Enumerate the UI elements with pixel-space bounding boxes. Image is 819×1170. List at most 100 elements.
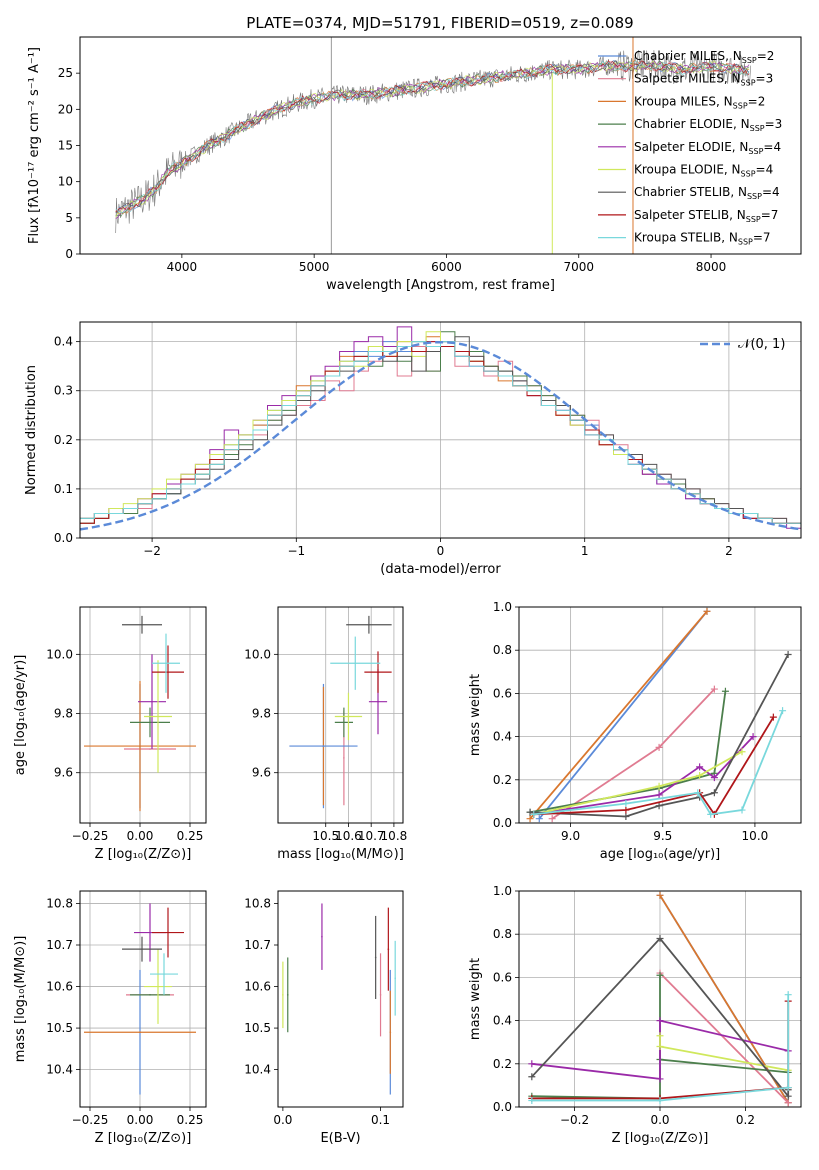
y-tick-label: 15: [58, 139, 73, 153]
series-line: [530, 654, 789, 818]
data-point: [286, 994, 289, 996]
x-tick-label: −0.2: [560, 1113, 589, 1127]
data-point-marker: [784, 991, 792, 999]
x-tick-label: 0.00: [127, 829, 154, 843]
series-line: [538, 610, 708, 820]
legend-label: Chabrier MILES, NSSP=2: [634, 49, 774, 65]
data-point-marker: [710, 774, 718, 782]
y-tick-label: 1.0: [493, 600, 512, 614]
y-tick-label: 10.7: [244, 938, 271, 952]
y-tick-label: 0.4: [54, 335, 73, 349]
x-tick-label: −1: [287, 544, 305, 558]
panel-8: −0.2 0.0 0.2 0.0 0.2 0.4 0.6 0.8 1.0 Z [log₁₀(Z/Z…: [468, 884, 802, 1146]
x-tick-label: 0.25: [177, 829, 204, 843]
x-axis-label: age [log₁₀(age/yr)]: [600, 847, 721, 862]
y-tick-label: 10.5: [244, 1021, 271, 1035]
data-point: [149, 748, 151, 750]
data-point: [343, 721, 345, 724]
data-point: [149, 721, 151, 724]
series-line: [533, 710, 784, 816]
data-point-marker: [622, 813, 630, 821]
data-point-marker: [548, 815, 556, 823]
plot-area: [80, 326, 801, 538]
data-point-marker: [655, 802, 663, 810]
y-tick-label: 9.8: [54, 707, 73, 721]
y-tick-label: 1.0: [493, 884, 512, 898]
legend-label: Chabrier STELIB, NSSP=4: [634, 185, 780, 201]
data-point: [379, 994, 382, 996]
data-point-marker: [696, 771, 704, 779]
data-point-marker: [738, 806, 746, 814]
data-point-marker: [656, 1043, 664, 1051]
y-tick-label: 10.4: [46, 1063, 73, 1077]
data-point-marker: [784, 1092, 792, 1100]
series-line: [529, 610, 708, 820]
data-point: [157, 715, 159, 718]
x-tick-label: 9.0: [561, 829, 580, 843]
y-tick-label: 0.4: [493, 1014, 512, 1028]
data-point-marker: [655, 743, 663, 751]
y-tick-label: 0.2: [54, 433, 73, 447]
axes-frame: [277, 606, 404, 824]
plot-area: [282, 903, 396, 1095]
x-tick-label: 10.5: [312, 829, 339, 843]
x-tick-label: 2: [725, 544, 733, 558]
data-point: [141, 623, 143, 626]
data-point: [139, 745, 141, 747]
y-tick-label: 9.8: [252, 707, 271, 721]
data-point: [149, 931, 151, 934]
y-tick-label: 0.1: [54, 482, 73, 496]
x-tick-label: 0: [437, 544, 445, 558]
panel-3: −0.25 0.00 0.25 9.6 9.8 10.0 Z [log₁₀(Z/Z⊙)] ag…: [13, 606, 207, 862]
data-point-marker: [707, 810, 715, 818]
data-point: [282, 994, 284, 996]
y-tick-label: 0.6: [493, 686, 512, 700]
axes-frame: [79, 890, 207, 1108]
gaussian-reference-curve: [80, 340, 801, 531]
y-tick-label: 10.0: [244, 647, 271, 661]
data-point: [374, 956, 377, 959]
data-point-marker: [526, 808, 534, 816]
model-spectrum: [115, 60, 750, 218]
data-point: [377, 671, 379, 673]
y-axis-label: mass [log₁₀(M/M⊙)]: [13, 936, 28, 1063]
data-point: [321, 935, 323, 938]
y-tick-label: 10.8: [46, 896, 73, 910]
data-point-marker: [656, 971, 664, 979]
y-tick-label: 9.6: [252, 766, 271, 780]
x-tick-label: 6000: [431, 260, 462, 274]
data-point-marker: [784, 1099, 792, 1107]
plot-area: [84, 903, 196, 1095]
data-point-marker: [749, 733, 757, 741]
y-tick-label: 20: [58, 102, 73, 116]
y-tick-label: 0.2: [493, 773, 512, 787]
data-point-marker: [710, 685, 718, 693]
data-point-marker: [656, 1075, 664, 1083]
x-tick-label: 4000: [167, 260, 198, 274]
panel-7: 0.0 0.1 10.4 10.5 10.6 10.7 10.8 E(B-V): [244, 890, 404, 1146]
data-point-marker: [528, 1073, 536, 1081]
data-point-marker: [784, 651, 792, 659]
data-point: [163, 973, 165, 975]
x-axis-label: wavelength [Angstrom, rest frame]: [326, 278, 555, 293]
plot-area: [526, 607, 792, 823]
data-point-marker: [779, 707, 787, 715]
data-point-marker: [655, 791, 663, 799]
data-point-marker: [655, 782, 663, 790]
y-tick-label: 5: [65, 211, 73, 225]
x-tick-label: −0.25: [72, 1113, 109, 1127]
y-tick-label: 10.0: [46, 647, 73, 661]
series-line: [659, 972, 789, 1104]
model-spectrum: [115, 60, 750, 213]
series-line: [531, 994, 790, 1102]
data-point: [165, 662, 167, 665]
x-tick-label: 7000: [563, 260, 594, 274]
legend-label: Kroupa MILES, NSSP=2: [634, 94, 765, 110]
y-tick-label: 0.4: [493, 730, 512, 744]
x-axis-label: Z [log₁₀(Z/Z⊙)]: [95, 1131, 192, 1146]
x-axis-label: Z [log₁₀(Z/Z⊙)]: [95, 847, 192, 862]
data-point-marker: [784, 1084, 792, 1092]
y-tick-label: 0.0: [54, 531, 73, 545]
y-tick-label: 10.6: [46, 980, 73, 994]
